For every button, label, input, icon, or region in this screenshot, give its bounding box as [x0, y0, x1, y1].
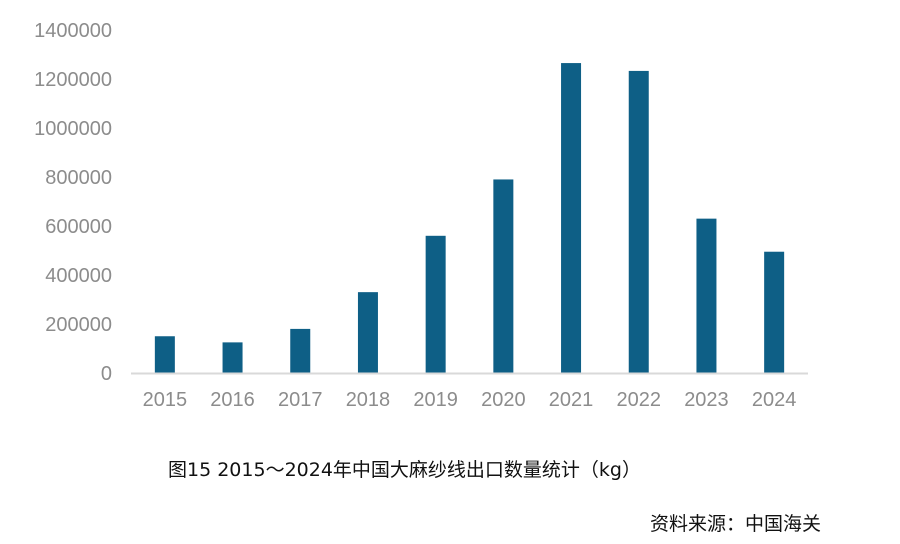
bar-2017 — [290, 328, 311, 373]
x-tick-label: 2024 — [752, 389, 797, 411]
bar-2015 — [154, 336, 175, 373]
figure-caption: 图15 2015～2024年中国大麻纱线出口数量统计（kg） — [168, 459, 641, 481]
source-note: 资料来源：中国海关 — [650, 513, 822, 535]
x-tick-label: 2016 — [210, 389, 255, 411]
y-tick-label: 0 — [101, 363, 112, 385]
x-axis-ticks: 2015 2016 2017 2018 2019 2020 2021 2022 2023 2024 — [143, 389, 797, 411]
bar-2022 — [628, 70, 649, 373]
y-tick-label: 1200000 — [34, 69, 112, 91]
y-tick-label: 600000 — [45, 216, 112, 238]
y-tick-label: 400000 — [45, 265, 112, 287]
bar-chart: 0 200000 400000 600000 800000 1000000 1200000 1… — [34, 20, 808, 411]
bar-2016 — [222, 342, 243, 373]
x-tick-label: 2023 — [684, 389, 729, 411]
x-tick-label: 2018 — [346, 389, 391, 411]
bar-2020 — [493, 179, 514, 373]
x-tick-label: 2015 — [143, 389, 188, 411]
x-tick-label: 2021 — [549, 389, 594, 411]
x-tick-label: 2019 — [413, 389, 458, 411]
x-tick-label: 2022 — [617, 389, 662, 411]
bar-2021 — [561, 63, 582, 373]
y-axis-ticks: 0 200000 400000 600000 800000 1000000 1200000 1… — [34, 20, 112, 385]
y-tick-label: 1400000 — [34, 20, 112, 42]
bar-2023 — [696, 218, 717, 373]
y-tick-label: 800000 — [45, 167, 112, 189]
y-tick-label: 1000000 — [34, 118, 112, 140]
bars — [154, 63, 785, 373]
bar-2019 — [425, 235, 446, 373]
y-tick-label: 200000 — [45, 314, 112, 336]
x-tick-label: 2017 — [278, 389, 323, 411]
bar-2018 — [357, 292, 378, 373]
x-tick-label: 2020 — [481, 389, 526, 411]
bar-2024 — [764, 251, 785, 373]
